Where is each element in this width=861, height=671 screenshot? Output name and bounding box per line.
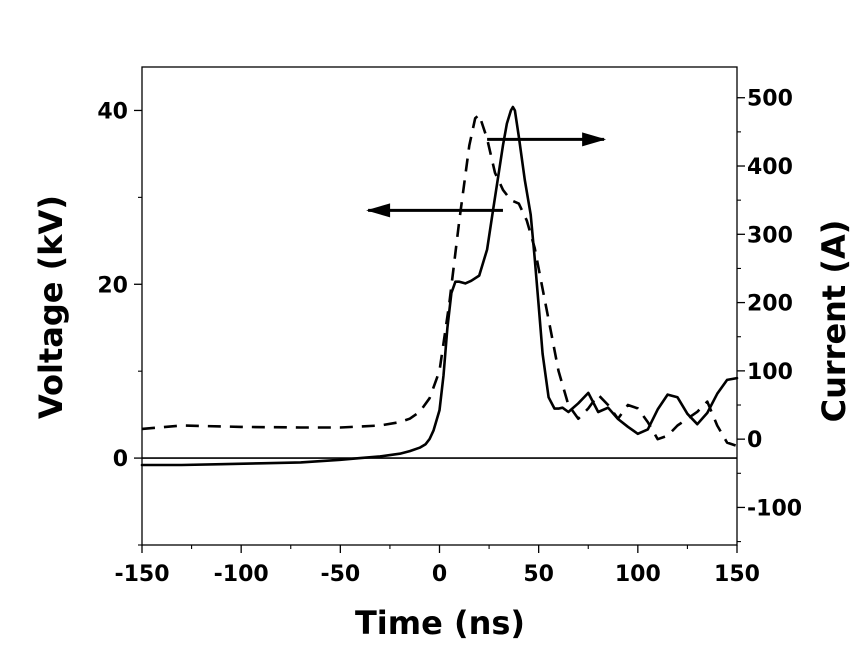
x-tick-label: -150 <box>114 562 169 587</box>
tick-labels: -150 -100 -50 0 50 100 150 0 20 40 -100 0 100 200 300 4… <box>97 87 802 587</box>
ticks <box>134 97 745 553</box>
x-tick-label: 50 <box>523 562 554 587</box>
y-right-tick-label: 500 <box>747 87 793 112</box>
y-right-tick-label: 0 <box>747 428 762 453</box>
annotation-arrows <box>366 132 607 218</box>
y-left-tick-label: 0 <box>113 447 128 472</box>
right-arrow-head <box>582 132 607 147</box>
x-tick-label: -50 <box>320 562 360 587</box>
x-tick-label: 0 <box>432 562 447 587</box>
y-left-tick-label: 20 <box>97 273 128 298</box>
x-axis-title: Time (ns) <box>355 604 525 642</box>
y-right-tick-label: 100 <box>747 360 793 385</box>
x-tick-label: 100 <box>615 562 661 587</box>
y-right-tick-label: 400 <box>747 155 793 180</box>
y-right-tick-label: 200 <box>747 292 793 317</box>
y-right-tick-label: -100 <box>747 496 802 521</box>
y-left-tick-label: 40 <box>97 99 128 124</box>
current-series-line <box>141 113 738 448</box>
plot-frame <box>141 66 738 546</box>
series-group <box>140 105 739 467</box>
y-right-tick-label: 300 <box>747 223 793 248</box>
voltage-series-line <box>140 105 739 467</box>
left-arrow-head <box>366 203 391 218</box>
x-tick-label: -100 <box>214 562 269 587</box>
y-axis-left-title: Voltage (kV) <box>32 195 70 419</box>
x-tick-label: 150 <box>714 562 760 587</box>
y-axis-right-title: Current (A) <box>815 220 853 423</box>
